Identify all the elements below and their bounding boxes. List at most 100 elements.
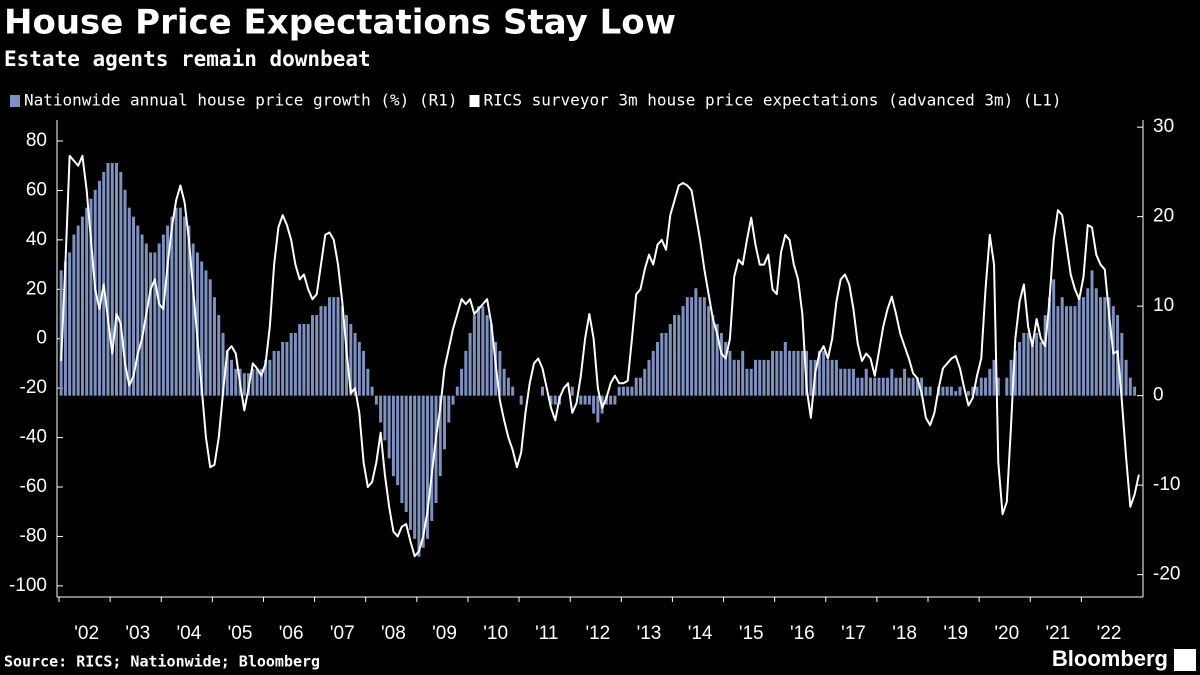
bar <box>1077 297 1081 396</box>
bar <box>362 350 366 396</box>
bar <box>915 377 919 396</box>
bar <box>1069 306 1073 396</box>
bar <box>630 386 634 396</box>
bar <box>455 386 459 396</box>
bar <box>788 350 792 396</box>
bar <box>617 386 621 396</box>
bar <box>647 359 651 396</box>
bar <box>694 288 698 396</box>
bar <box>489 324 493 396</box>
bar <box>242 373 246 396</box>
x-tick-label: '11 <box>535 623 558 644</box>
bar <box>677 315 681 396</box>
bar <box>749 368 753 396</box>
bar <box>587 395 591 405</box>
bar <box>396 395 400 486</box>
x-tick-label: '20 <box>994 623 1019 644</box>
bar <box>293 332 297 396</box>
bar <box>332 297 336 396</box>
bar <box>1035 332 1039 396</box>
x-tick-label: '05 <box>228 623 253 644</box>
bar <box>391 395 395 477</box>
bar <box>285 341 289 396</box>
bar <box>826 359 830 396</box>
bar <box>1060 297 1064 396</box>
bar <box>379 395 383 423</box>
bar <box>1009 359 1013 396</box>
bar <box>340 306 344 396</box>
x-tick-label: '04 <box>177 623 202 644</box>
bar <box>123 189 127 396</box>
bar <box>941 386 945 396</box>
bar <box>400 395 404 504</box>
bar <box>839 368 843 396</box>
y2-tick-label: 0 <box>1153 385 1164 406</box>
bar <box>451 395 455 405</box>
bar <box>251 368 255 396</box>
y-tick-label: -100 <box>9 575 47 596</box>
x-tick-label: '09 <box>432 623 457 644</box>
bar <box>387 395 391 459</box>
bar <box>856 377 860 396</box>
bar <box>80 216 84 396</box>
bar <box>664 332 668 396</box>
bar <box>690 297 694 396</box>
bar <box>626 386 630 396</box>
bar <box>255 368 259 396</box>
bar <box>460 368 464 396</box>
bar <box>1043 315 1047 396</box>
bar <box>481 306 485 396</box>
bar <box>638 377 642 396</box>
bar <box>775 350 779 396</box>
bar <box>68 252 72 396</box>
chart-title: House Price Expectations Stay Low <box>4 3 676 43</box>
x-tick-label: '22 <box>1097 623 1122 644</box>
bar <box>570 386 574 396</box>
bar <box>281 341 285 396</box>
bar <box>1090 270 1094 396</box>
x-tick-label: '07 <box>330 623 355 644</box>
bar <box>817 350 821 396</box>
bar <box>230 359 234 396</box>
bar <box>132 216 136 396</box>
bar <box>421 395 425 548</box>
bar <box>408 395 412 530</box>
bar <box>984 377 988 396</box>
bar <box>958 386 962 396</box>
bar <box>894 377 898 396</box>
bar <box>996 377 1000 396</box>
bar <box>264 359 268 396</box>
bar <box>72 234 76 396</box>
bar <box>370 386 374 396</box>
bar <box>886 377 890 396</box>
bar <box>110 162 114 396</box>
x-tick-label: '18 <box>892 623 917 644</box>
bar <box>153 252 157 396</box>
bar <box>1120 332 1124 396</box>
bar <box>417 395 421 557</box>
bar <box>323 306 327 396</box>
bar <box>477 306 481 396</box>
bar <box>728 350 732 396</box>
bar <box>549 395 553 405</box>
bar <box>234 368 238 396</box>
y2-tick-label: 10 <box>1153 295 1174 316</box>
bar <box>89 198 93 396</box>
bar <box>988 368 992 396</box>
x-tick-label: '12 <box>585 623 610 644</box>
bar <box>753 359 757 396</box>
bar <box>76 225 80 396</box>
bar <box>59 270 63 396</box>
bar <box>903 368 907 396</box>
bar <box>1052 279 1056 396</box>
bar <box>127 207 131 396</box>
bar <box>1094 288 1098 396</box>
bar <box>328 297 331 396</box>
bar <box>924 386 928 396</box>
brand: Bloomberg <box>1052 646 1168 671</box>
bar <box>762 359 766 396</box>
y-tick-label: 0 <box>36 328 47 349</box>
bar <box>1103 297 1107 396</box>
bar <box>928 386 932 396</box>
bar <box>1086 288 1090 396</box>
